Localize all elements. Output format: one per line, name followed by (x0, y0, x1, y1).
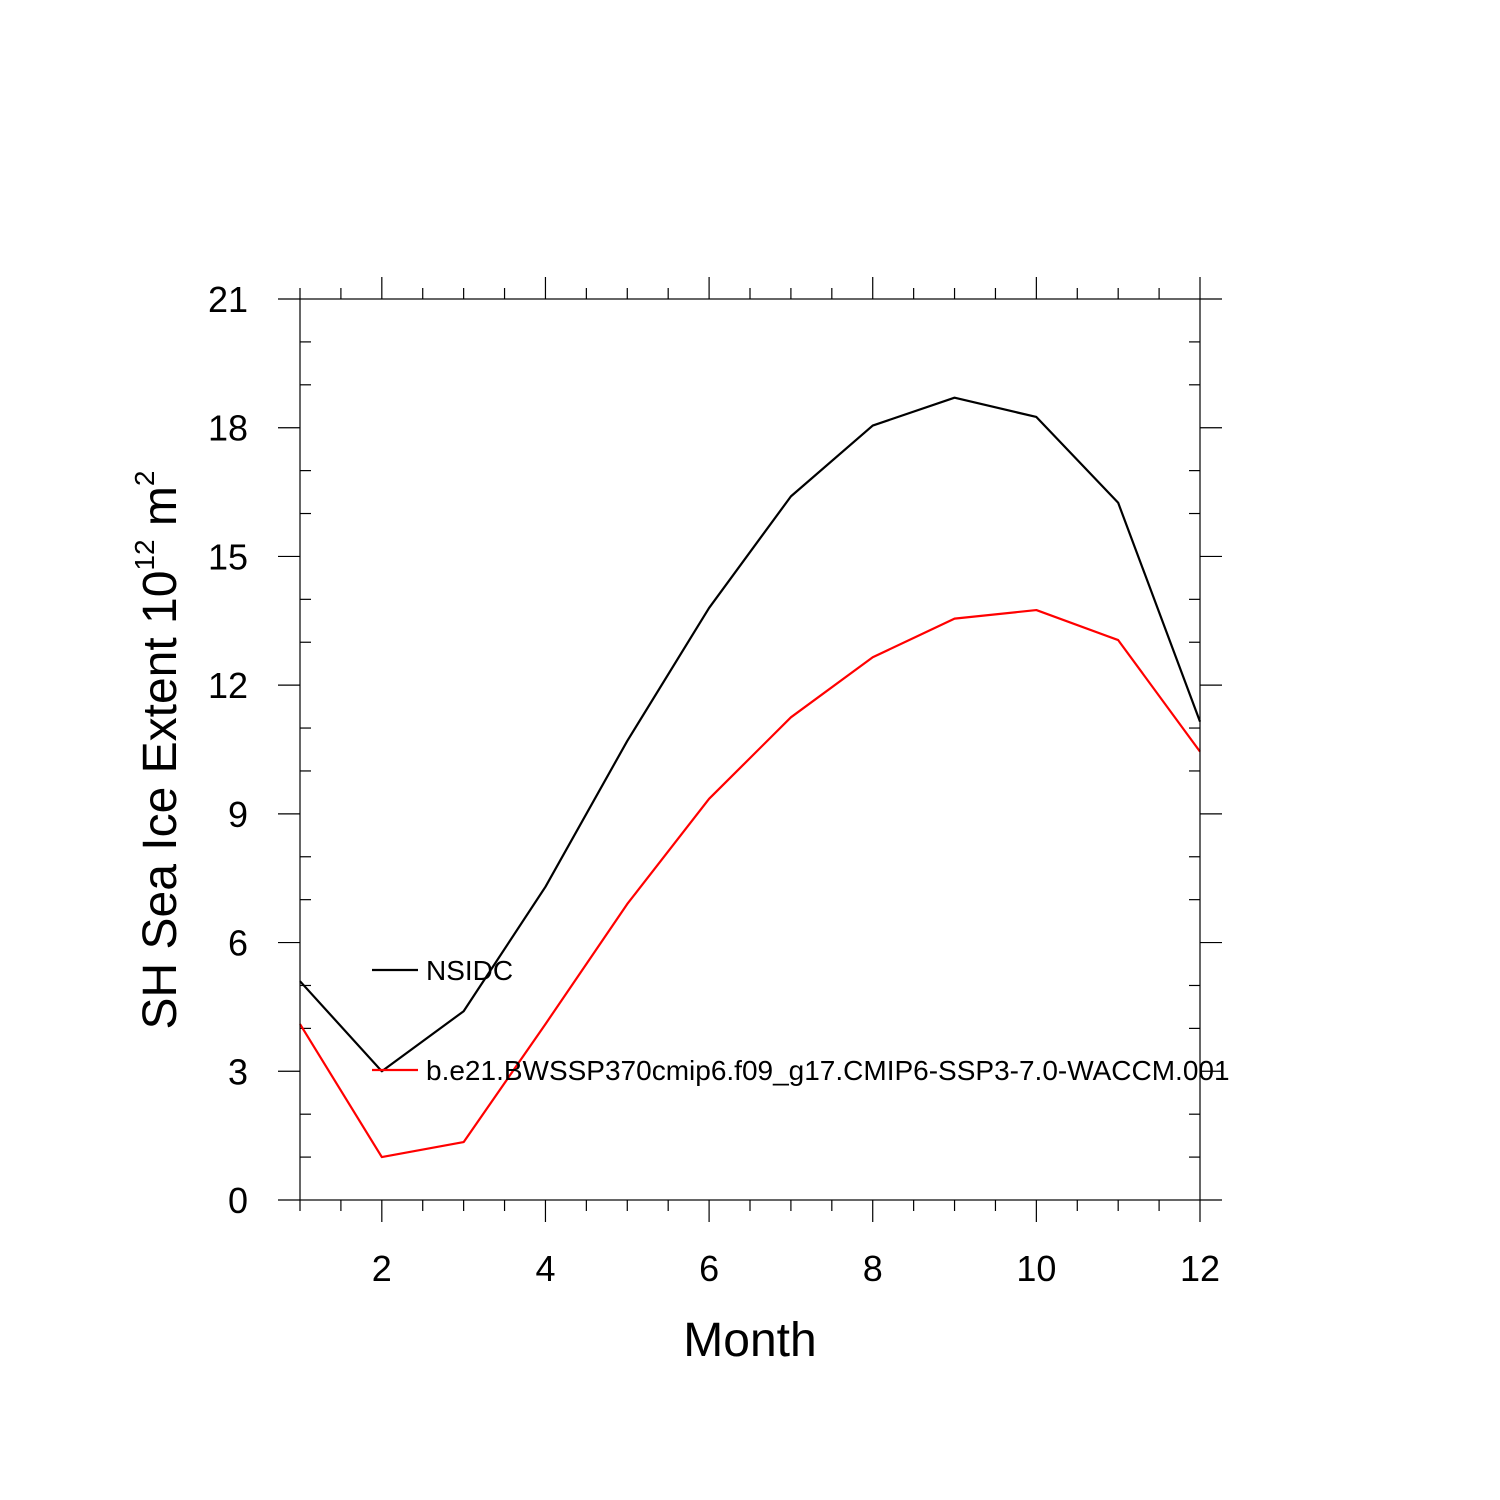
y-tick-label: 21 (208, 279, 248, 320)
x-tick-labels: 2 4 6 8 10 12 (372, 1248, 1220, 1289)
y-tick-label: 18 (208, 408, 248, 449)
plot-frame (299, 298, 1201, 1201)
minor-ticks (299, 288, 1200, 1211)
y-tick-label: 9 (228, 794, 248, 835)
x-tick-label: 6 (699, 1248, 719, 1289)
y-axis-title-main: SH Sea Ice Extent 10 (134, 571, 187, 1030)
series-line-model (299, 608, 1201, 1159)
major-ticks (278, 277, 1222, 1222)
y-axis-title: SH Sea Ice Extent 1012 m2 (129, 471, 187, 1030)
y-tick-label: 12 (208, 665, 248, 706)
legend: NSIDC b.e21.BWSSP370cmip6.f09_g17.CMIP6-… (372, 955, 1230, 1086)
x-tick-label: 12 (1180, 1248, 1220, 1289)
series-group (299, 396, 1202, 1159)
y-tick-label: 0 (228, 1180, 248, 1221)
x-tick-label: 10 (1016, 1248, 1056, 1289)
y-axis-title-unit: m (134, 486, 187, 539)
x-axis-title: Month (683, 1314, 816, 1367)
y-axis-title-unit-exponent: 2 (129, 471, 160, 487)
series-line-nsidc (299, 396, 1202, 1073)
y-tick-label: 6 (228, 923, 248, 964)
y-tick-label: 15 (208, 536, 248, 577)
legend-label-nsidc: NSIDC (426, 955, 513, 986)
x-tick-label: 2 (372, 1248, 392, 1289)
y-axis-title-exponent: 12 (129, 539, 160, 570)
x-tick-label: 8 (863, 1248, 883, 1289)
y-tick-labels: 0 3 6 9 12 15 18 21 (208, 279, 248, 1221)
y-tick-label: 3 (228, 1051, 248, 1092)
legend-label-model: b.e21.BWSSP370cmip6.f09_g17.CMIP6-SSP3-7… (426, 1055, 1230, 1086)
x-tick-label: 4 (535, 1248, 555, 1289)
